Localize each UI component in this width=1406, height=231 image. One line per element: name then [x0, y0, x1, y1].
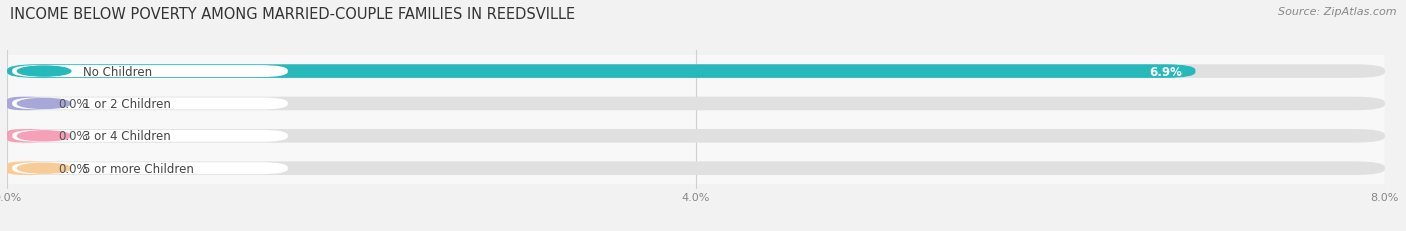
Text: 1 or 2 Children: 1 or 2 Children	[83, 97, 170, 110]
FancyBboxPatch shape	[13, 130, 288, 142]
FancyBboxPatch shape	[7, 129, 1385, 143]
Circle shape	[17, 131, 70, 141]
Text: Source: ZipAtlas.com: Source: ZipAtlas.com	[1278, 7, 1396, 17]
Text: 0.0%: 0.0%	[59, 130, 89, 143]
FancyBboxPatch shape	[13, 163, 288, 174]
Text: 0.0%: 0.0%	[59, 97, 89, 110]
Text: 0.0%: 0.0%	[59, 162, 89, 175]
Circle shape	[17, 164, 70, 173]
FancyBboxPatch shape	[7, 88, 1385, 120]
FancyBboxPatch shape	[7, 65, 1195, 79]
FancyBboxPatch shape	[7, 65, 1385, 79]
Circle shape	[17, 99, 70, 109]
FancyBboxPatch shape	[13, 66, 288, 78]
FancyBboxPatch shape	[7, 97, 45, 111]
Text: No Children: No Children	[83, 65, 152, 78]
FancyBboxPatch shape	[7, 152, 1385, 185]
Text: 5 or more Children: 5 or more Children	[83, 162, 194, 175]
FancyBboxPatch shape	[7, 129, 45, 143]
Text: 3 or 4 Children: 3 or 4 Children	[83, 130, 170, 143]
Circle shape	[17, 67, 70, 77]
Text: 6.9%: 6.9%	[1149, 65, 1181, 78]
FancyBboxPatch shape	[13, 98, 288, 110]
FancyBboxPatch shape	[7, 120, 1385, 152]
FancyBboxPatch shape	[7, 162, 1385, 175]
FancyBboxPatch shape	[7, 97, 1385, 111]
Text: INCOME BELOW POVERTY AMONG MARRIED-COUPLE FAMILIES IN REEDSVILLE: INCOME BELOW POVERTY AMONG MARRIED-COUPL…	[10, 7, 575, 22]
FancyBboxPatch shape	[7, 162, 45, 175]
FancyBboxPatch shape	[7, 56, 1385, 88]
